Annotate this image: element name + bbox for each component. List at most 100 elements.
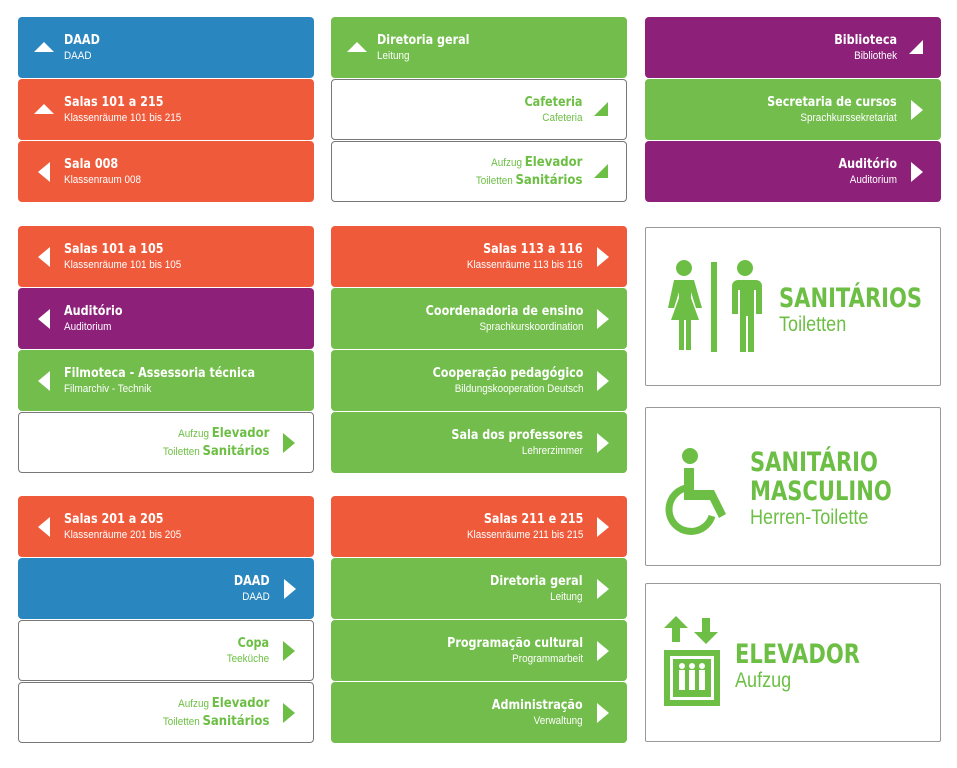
restroom-sign: SANITÁRIOS Toiletten [645,227,941,386]
man-icon [737,260,753,276]
sign-subtitle: Leitung [550,590,583,603]
restroom-icon [668,260,762,352]
sign-title: Programação cultural [446,635,583,651]
sign-title: Coordenadoria de ensino [425,303,583,319]
sign-subtitle: Klassenräume 101 bis 215 [64,111,182,124]
sign-elevador-sanitarios: Aufzug Elevador Toiletten Sanitários [18,682,314,743]
sign-secretaria: Secretaria de cursos Sprachkurssekretari… [645,79,941,140]
sign-salas-211-215: Salas 211 e 215 Klassenräume 211 bis 215 [331,496,627,557]
column-middle-group-1: Diretoria geral Leitung Cafeteria Cafete… [331,17,627,202]
sign-salas-101-215: Salas 101 a 215 Klassenräume 101 bis 215 [18,79,314,140]
arrow-right-icon [283,432,295,453]
arrow-up-icon [34,41,54,52]
sign-subtitle: Sprachkurskoordination [478,320,583,333]
arrow-left-icon [38,308,50,329]
arrow-left-icon [38,370,50,391]
sign-subtitle: Bibliothek [854,49,897,62]
sign-title: Administração [492,697,583,713]
sign-biblioteca: Biblioteca Bibliothek [645,17,941,78]
arrow-down-right-icon [594,163,608,178]
sign-subtitle: Klassenraum 008 [64,173,142,186]
sign-title: Sala 008 [64,156,119,172]
sign-subtitle: Leitung [377,49,410,62]
arrow-right-icon [597,246,609,267]
sign-title: Copa [237,635,269,651]
arrow-up-icon [347,41,367,52]
elevator-icon [664,616,720,706]
elevador-label: Elevador [211,425,269,441]
sign-salas-201-205: Salas 201 a 205 Klassenräume 201 bis 205 [18,496,314,557]
sign-auditorio: Auditório Auditorium [18,288,314,349]
sign-administracao: Administração Verwaltung [331,682,627,743]
arrow-right-icon [597,308,609,329]
sign-subtitle: Lehrerzimmer [521,444,583,457]
elevator-sign: ELEVADOR Aufzug [645,583,941,742]
elevador-label: Elevador [211,695,269,711]
sign-title: Salas 101 a 105 [64,241,164,257]
sign-title: Salas 201 a 205 [64,511,164,527]
sign-elevador-sanitarios: Aufzug Elevador Toiletten Sanitários [18,412,314,473]
column-left-group-3: Salas 201 a 205 Klassenräume 201 bis 205… [18,496,314,743]
sign-subtitle: Teeküche [226,652,269,665]
accessible-title-line1: SANITÁRIO [750,447,878,478]
woman-icon [676,260,692,276]
sign-cafeteria: Cafeteria Cafeteria [331,79,627,140]
sign-title: Salas 211 e 215 [483,511,583,527]
sign-title: Cooperação pedagógico [432,365,583,381]
arrow-left-icon [38,161,50,182]
accessible-restroom-sign: SANITÁRIO MASCULINO Herren-Toilette [645,407,941,566]
sign-title: Biblioteca [834,32,897,48]
sign-subtitle: DAAD [242,590,270,603]
arrow-right-icon [597,516,609,537]
sanitarios-label: Sanitários [202,443,269,459]
sign-subtitle: Bildungskooperation Deutsch [454,382,583,395]
sign-daad-right: DAAD DAAD [18,558,314,619]
sign-salas-101-105: Salas 101 a 105 Klassenräume 101 bis 105 [18,226,314,287]
sign-coordenadoria: Coordenadoria de ensino Sprachkurskoordi… [331,288,627,349]
sign-subtitle: Klassenräume 113 bis 116 [467,258,583,271]
elevator-subtitle: Aufzug [735,669,792,692]
arrow-right-icon [284,578,296,599]
wheelchair-icon [665,448,726,535]
sign-programacao-cultural: Programação cultural Programmarbeit [331,620,627,681]
arrow-right-icon [597,578,609,599]
column-middle-group-3: Salas 211 e 215 Klassenräume 211 bis 215… [331,496,627,743]
column-left-group-2: Salas 101 a 105 Klassenräume 101 bis 105… [18,226,314,473]
sign-cooperacao: Cooperação pedagógico Bildungskooperatio… [331,350,627,411]
sign-copa: Copa Teeküche [18,620,314,681]
sign-auditorio-right: Auditório Auditorium [645,141,941,202]
sign-sala-008: Sala 008 Klassenraum 008 [18,141,314,202]
elevador-label: Elevador [524,154,582,170]
sign-daad: DAAD DAAD [18,17,314,78]
sign-title: Salas 113 a 116 [483,241,583,257]
toiletten-label: Toiletten [162,445,200,458]
arrow-right-icon [597,640,609,661]
arrow-left-icon [38,246,50,267]
sign-salas-113-116: Salas 113 a 116 Klassenräume 113 bis 116 [331,226,627,287]
sanitarios-label: Sanitários [515,172,582,188]
sign-sala-professores: Sala dos professores Lehrerzimmer [331,412,627,473]
arrow-right-icon [597,370,609,391]
sign-elevador-sanitarios: Aufzug Elevador Toiletten Sanitários [331,141,627,202]
column-left: DAAD DAAD Salas 101 a 215 Klassenräume 1… [18,17,314,202]
sign-subtitle: DAAD [64,49,92,62]
arrow-up-right-icon [909,39,923,54]
sign-title: DAAD [234,573,270,589]
sign-diretoria-geral-right: Diretoria geral Leitung [331,558,627,619]
arrow-left-icon [38,516,50,537]
sign-subtitle: Auditorium [849,173,897,186]
column-middle-group-2: Salas 113 a 116 Klassenräume 113 bis 116… [331,226,627,473]
sign-subtitle: Klassenräume 211 bis 215 [466,528,583,541]
arrow-right-icon [911,99,923,120]
sign-title: Filmoteca - Assessoria técnica [64,365,256,381]
aufzug-label: Aufzug [177,697,209,710]
sign-title: Auditório [64,303,123,319]
sign-subtitle: Programmarbeit [512,652,583,665]
accessible-subtitle: Herren-Toilette [750,506,869,529]
sign-title: Salas 101 a 215 [64,94,164,110]
sign-title: Sala dos professores [451,427,583,443]
sign-subtitle: Klassenräume 201 bis 205 [64,528,182,541]
accessible-title-line2: MASCULINO [750,476,892,507]
toiletten-label: Toiletten [475,174,513,187]
toiletten-label: Toiletten [162,715,200,728]
